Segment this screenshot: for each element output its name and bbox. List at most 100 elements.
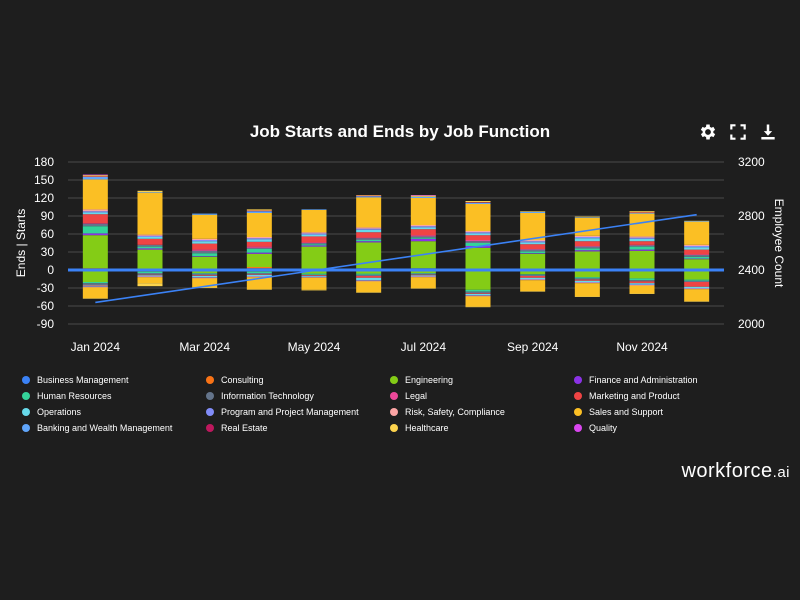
- legend-item[interactable]: Consulting: [206, 374, 390, 385]
- bar-start-sales-and-support: [684, 222, 710, 245]
- bar-end-information-technology: [137, 273, 163, 275]
- download-button[interactable]: [758, 122, 778, 142]
- bar-end-operations: [684, 286, 710, 288]
- legend-marker: [206, 423, 214, 432]
- bar-end-program-and-project-management: [574, 282, 600, 283]
- bar-end-healthcare: [465, 306, 491, 308]
- bar-end-information-technology: [465, 291, 491, 294]
- legend-item[interactable]: Quality: [574, 422, 758, 433]
- bar-start-operations: [137, 237, 163, 239]
- legend-item[interactable]: Operations: [22, 406, 206, 417]
- bar-end-risk-safety-compliance: [137, 276, 163, 278]
- bar-end-information-technology: [520, 274, 546, 276]
- legend-item[interactable]: Legal: [390, 390, 574, 401]
- legend-item[interactable]: Real Estate: [206, 422, 390, 433]
- bar-end-operations: [137, 275, 163, 276]
- bar-end-marketing-and-product: [192, 275, 218, 276]
- y-axis-title: Ends | Starts: [14, 209, 28, 277]
- bar-start-finance-and-administration: [356, 241, 382, 243]
- bar-end-operations: [629, 283, 655, 285]
- bar-end-sales-and-support: [137, 277, 163, 284]
- settings-button[interactable]: [698, 122, 718, 142]
- legend-label: Banking and Wealth Management: [37, 422, 173, 433]
- bar-end-marketing-and-product: [574, 279, 600, 281]
- legend-item[interactable]: Finance and Administration: [574, 374, 758, 385]
- bar-start-marketing-and-product: [192, 243, 218, 250]
- bar-start-risk-safety-compliance: [410, 225, 436, 227]
- bar-start-marketing-and-product: [520, 244, 546, 249]
- bar-start-human-resources: [465, 243, 491, 246]
- bar-end-marketing-and-product: [356, 276, 382, 278]
- bar-end-operations: [301, 276, 327, 277]
- legend-item[interactable]: Sales and Support: [574, 406, 758, 417]
- bar-start-real-estate: [465, 202, 491, 203]
- bar-start-information-technology: [82, 223, 108, 227]
- y-tick-label: -30: [37, 281, 55, 295]
- legend-item[interactable]: Business Management: [22, 374, 206, 385]
- bar-start-marketing-and-product: [356, 232, 382, 238]
- bar-start-human-resources: [356, 240, 382, 242]
- bar-end-information-technology: [629, 280, 655, 282]
- legend-item[interactable]: Human Resources: [22, 390, 206, 401]
- bar-end-human-resources: [684, 279, 710, 281]
- bar-start-banking-and-wealth-management: [574, 217, 600, 218]
- employee-count-line: [95, 213, 697, 304]
- legend-label: Marketing and Product: [589, 390, 680, 401]
- bar-start-engineering: [82, 235, 108, 269]
- fullscreen-button[interactable]: [728, 122, 748, 142]
- bar-end-human-resources: [137, 271, 163, 273]
- legend-item[interactable]: Risk, Safety, Compliance: [390, 406, 574, 417]
- bar-start-information-technology: [192, 250, 218, 254]
- legend-label: Risk, Safety, Compliance: [405, 406, 505, 417]
- legend-marker: [206, 391, 214, 400]
- bar-start-healthcare: [82, 175, 108, 177]
- bar-end-marketing-and-product: [246, 274, 272, 275]
- bar-end-human-resources: [82, 282, 108, 284]
- y2-tick-label: 2400: [738, 263, 765, 277]
- bar-start-engineering: [246, 253, 272, 267]
- chart-legend: Business Management Consulting Engineering…: [22, 374, 782, 433]
- bar-start-sales-and-support: [520, 213, 546, 240]
- bar-end-operations: [192, 276, 218, 278]
- bar-end-sales-and-support: [684, 289, 710, 302]
- legend-marker: [574, 391, 582, 400]
- bar-end-operations: [246, 274, 272, 276]
- x-tick-label: Sep 2024: [507, 340, 559, 354]
- legend-item[interactable]: Banking and Wealth Management: [22, 422, 206, 433]
- legend-item[interactable]: Information Technology: [206, 390, 390, 401]
- bar-end-human-resources: [410, 273, 436, 274]
- gear-icon: [700, 124, 716, 140]
- bar-start-marketing-and-product: [574, 241, 600, 246]
- bar-start-sales-and-support: [82, 179, 108, 210]
- bar-start-banking-and-wealth-management: [301, 209, 327, 210]
- bar-start-information-technology: [356, 238, 382, 240]
- bar-end-healthcare: [192, 287, 218, 288]
- bar-start-healthcare: [137, 190, 163, 192]
- bar-start-legal: [684, 254, 710, 255]
- bar-end-healthcare: [356, 292, 382, 293]
- legend-label: Finance and Administration: [589, 374, 698, 385]
- bar-end-sales-and-support: [574, 283, 600, 297]
- legend-item[interactable]: Program and Project Management: [206, 406, 390, 417]
- bar-end-healthcare: [301, 289, 327, 291]
- bar-end-healthcare: [246, 289, 272, 290]
- bar-end-program-and-project-management: [137, 276, 163, 277]
- legend-marker: [390, 407, 398, 416]
- bar-start-program-and-project-management: [82, 211, 108, 213]
- bar-end-risk-safety-compliance: [246, 276, 272, 278]
- bar-start-program-and-project-management: [410, 226, 436, 228]
- legend-marker: [390, 391, 398, 400]
- bar-end-marketing-and-product: [629, 281, 655, 284]
- legend-item[interactable]: Marketing and Product: [574, 390, 758, 401]
- brand-logo: workforce.ai: [681, 460, 790, 483]
- chart-plot: 180 150 120 90 60 30 0 -30 -60 -90 3200 2800 2400 200…: [14, 155, 786, 354]
- bar-end-sales-and-support: [301, 277, 327, 290]
- bar-start-sales-and-support: [301, 210, 327, 233]
- bar-start-operations: [684, 247, 710, 250]
- legend-item[interactable]: Healthcare: [390, 422, 574, 433]
- bar-end-human-resources: [301, 273, 327, 275]
- bar-start-engineering: [684, 259, 710, 270]
- legend-label: Healthcare: [405, 422, 449, 433]
- legend-label: Engineering: [405, 374, 454, 385]
- legend-item[interactable]: Engineering: [390, 374, 574, 385]
